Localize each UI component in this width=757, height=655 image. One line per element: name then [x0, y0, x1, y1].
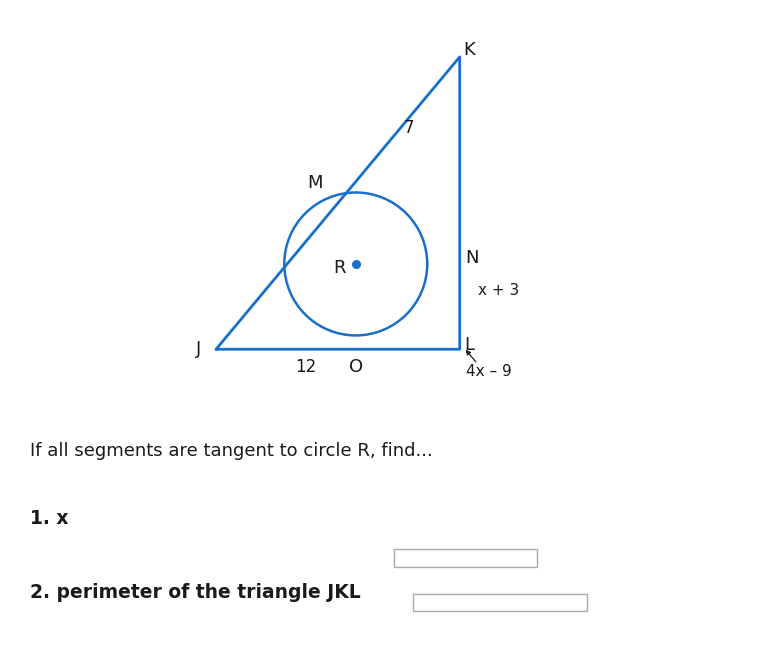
Text: 7: 7	[404, 119, 415, 138]
Text: O: O	[349, 358, 363, 376]
Text: 12: 12	[294, 358, 316, 376]
Text: J: J	[195, 340, 201, 358]
Text: 2. perimeter of the triangle JKL: 2. perimeter of the triangle JKL	[30, 583, 361, 603]
FancyBboxPatch shape	[394, 549, 537, 567]
Text: N: N	[465, 250, 478, 267]
Text: 1. x: 1. x	[30, 508, 69, 528]
Text: L: L	[465, 336, 475, 354]
Text: If all segments are tangent to circle R, find...: If all segments are tangent to circle R,…	[30, 442, 433, 460]
FancyBboxPatch shape	[413, 594, 587, 612]
Text: K: K	[463, 41, 475, 60]
Text: R: R	[333, 259, 346, 277]
Text: x + 3: x + 3	[478, 283, 519, 298]
Text: M: M	[307, 174, 323, 192]
Text: 4x – 9: 4x – 9	[466, 364, 512, 379]
